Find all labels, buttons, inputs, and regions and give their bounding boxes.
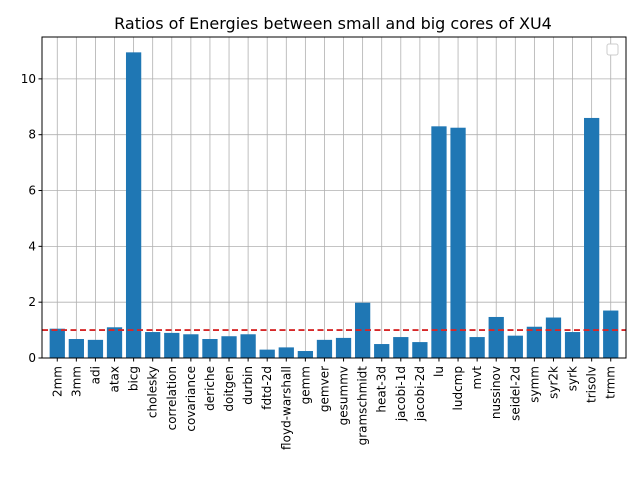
x-tick-label: jacobi-1d — [394, 366, 408, 422]
bar-covariance — [183, 334, 199, 358]
bar-adi — [87, 339, 104, 358]
x-tick-label: gesummv — [337, 366, 351, 425]
bar-seidel-2d — [507, 335, 523, 358]
bar-syrk — [564, 332, 581, 358]
x-tick-label: cholesky — [146, 366, 160, 418]
bar-floyd-warshall — [278, 347, 294, 358]
bar-3mm — [68, 339, 84, 358]
bar-syr2k — [545, 317, 562, 358]
x-tick-label: atax — [108, 366, 122, 393]
bar-trmm — [603, 310, 619, 358]
bar-doitgen — [221, 336, 237, 358]
x-tick-label: adi — [88, 366, 102, 384]
bar-gemm — [297, 351, 314, 358]
bar-atax — [106, 327, 123, 358]
x-tick-label: seidel-2d — [508, 366, 522, 421]
bar-2mm — [49, 328, 65, 358]
x-tick-label: syrk — [566, 366, 580, 391]
x-tick-label: nussinov — [489, 366, 503, 419]
y-tick-label: 10 — [21, 72, 36, 86]
legend-box — [606, 43, 619, 56]
x-axis-ticks: 2mm 3mm adi atax bicg cholesky correlation cova… — [50, 358, 618, 450]
x-tick-label: covariance — [184, 366, 198, 432]
y-axis-ticks: 0 2 4 6 8 10 — [21, 72, 42, 365]
x-tick-label: 2mm — [50, 366, 64, 397]
bar-trisolv — [584, 117, 600, 359]
x-tick-label: fdtd-2d — [260, 366, 274, 410]
bar-correlation — [164, 332, 180, 358]
bar-nussinov — [488, 316, 504, 358]
bar-deriche — [202, 339, 218, 358]
chart-title: Ratios of Energies between small and big… — [114, 14, 552, 33]
plot-frame — [41, 36, 627, 359]
bar-gramschmidt — [354, 302, 371, 358]
x-tick-label: floyd-warshall — [279, 366, 293, 450]
x-tick-label: ludcmp — [451, 366, 465, 410]
x-tick-label: heat-3d — [375, 366, 389, 413]
x-tick-label: correlation — [165, 366, 179, 430]
y-tick-label: 2 — [28, 295, 36, 309]
bar-fdtd-2d — [259, 349, 275, 358]
bar-bicg — [125, 52, 142, 358]
bar-lu — [431, 126, 447, 358]
y-tick-label: 6 — [28, 184, 36, 198]
x-tick-label: symm — [527, 366, 541, 403]
x-tick-label: gemver — [317, 366, 331, 412]
x-tick-label: jacobi-2d — [413, 366, 427, 422]
bar-heat-3d — [374, 344, 390, 358]
x-tick-label: deriche — [203, 366, 217, 411]
x-tick-label: trisolv — [585, 366, 599, 403]
bar-cholesky — [145, 332, 161, 358]
bar-ludcmp — [450, 127, 466, 358]
x-tick-label: gramschmidt — [356, 366, 370, 446]
x-tick-label: 3mm — [69, 366, 83, 397]
bar-mvt — [469, 337, 485, 358]
bar-symm — [526, 326, 543, 358]
y-tick-label: 4 — [28, 239, 36, 253]
x-tick-label: bicg — [127, 366, 141, 391]
bar-jacobi-1d — [393, 337, 409, 358]
x-tick-label: gemm — [298, 366, 312, 404]
bar-jacobi-2d — [412, 342, 428, 358]
x-tick-label: syr2k — [546, 366, 560, 399]
bar-gemver — [316, 339, 333, 358]
x-tick-label: doitgen — [222, 366, 236, 412]
y-tick-label: 0 — [28, 351, 36, 365]
x-tick-label: trmm — [604, 366, 618, 399]
bars-group — [49, 52, 619, 359]
x-tick-label: durbin — [241, 366, 255, 405]
bar-gesummv — [335, 337, 352, 358]
x-tick-label: mvt — [470, 366, 484, 390]
bar-durbin — [240, 334, 256, 358]
y-tick-label: 8 — [28, 128, 36, 142]
x-tick-label: lu — [432, 366, 446, 377]
